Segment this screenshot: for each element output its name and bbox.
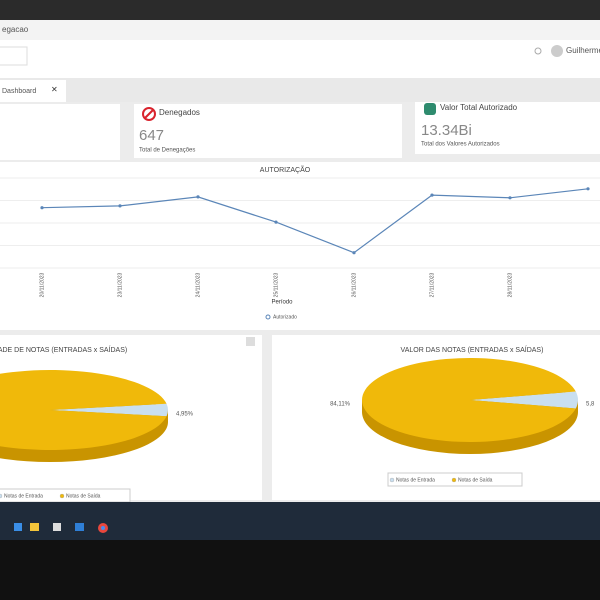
legend-label: Notas de Saída (458, 477, 493, 483)
money-icon (424, 103, 436, 115)
chart-title: VALOR DAS NOTAS (ENTRADAS x SAÍDAS) (401, 345, 544, 354)
x-tick-label: 27/11/2023 (429, 272, 435, 297)
user-name[interactable]: Guilherme S (566, 46, 600, 55)
export-button[interactable] (246, 337, 255, 346)
card (415, 102, 600, 154)
legend-swatch (59, 493, 65, 499)
tab-close[interactable]: ✕ (51, 85, 58, 94)
point (118, 204, 122, 208)
bezel-bottom (0, 540, 600, 600)
legend-swatch (389, 477, 395, 483)
taskbar-icon (101, 526, 105, 530)
card-caption: Total dos Valores Autorizados (421, 142, 500, 148)
bell-icon[interactable] (534, 47, 542, 55)
pie-slice (470, 391, 578, 409)
x-tick-label: 24/11/2023 (195, 272, 201, 297)
card-value: 647 (139, 127, 164, 144)
legend-label: Notas de Entrada (4, 493, 43, 499)
point (196, 195, 200, 199)
x-axis-title: Período (271, 300, 293, 306)
point (274, 220, 278, 224)
point (352, 251, 356, 255)
bezel-top (0, 0, 600, 20)
x-tick-label: 26/11/2023 (351, 272, 357, 297)
app-name: egacao (2, 25, 29, 34)
tab-bar (0, 78, 600, 102)
title-bar (0, 20, 600, 40)
chart-title: AUTORIZAÇÃO (260, 165, 311, 174)
chart-title: DADE DE NOTAS (ENTRADAS x SAÍDAS) (0, 345, 127, 354)
top-nav (0, 40, 600, 78)
x-tick-label: 20/11/2023 (39, 272, 45, 297)
deny-icon (144, 109, 154, 119)
search-box[interactable] (0, 46, 28, 66)
point (586, 187, 590, 191)
x-tick-label: 28/11/2023 (507, 272, 513, 297)
point (40, 206, 44, 210)
card-title: Valor Total Autorizado (440, 103, 518, 112)
card-value: 13.34Bi (421, 122, 472, 139)
card-title: Denegados (159, 108, 200, 117)
avatar[interactable] (551, 45, 563, 57)
pie-slice (362, 358, 576, 442)
pie-slice (0, 370, 167, 450)
card (134, 104, 402, 158)
legend-label: Notas de Saída (66, 493, 101, 499)
legend-label: Autorizado (273, 314, 297, 320)
tab[interactable] (0, 80, 66, 102)
x-tick-label: 23/11/2023 (117, 272, 123, 297)
taskbar-icon[interactable] (30, 523, 39, 531)
pie-slice (50, 403, 168, 417)
data-label: 5,8 (586, 402, 595, 408)
taskbar-icon[interactable] (53, 523, 61, 531)
point (508, 196, 512, 200)
legend-label: Notas de Entrada (396, 477, 435, 483)
card-caption: Total de Denegações (139, 148, 195, 154)
taskbar-icon[interactable] (14, 523, 22, 531)
point (430, 193, 434, 197)
line-series (41, 188, 589, 254)
taskbar (0, 502, 600, 540)
data-label: 4,95% (176, 412, 194, 418)
legend-swatch (265, 314, 271, 320)
legend-swatch (451, 477, 457, 483)
taskbar-icon[interactable] (75, 523, 84, 531)
legend-swatch (0, 493, 3, 499)
data-label: 84,11% (330, 402, 351, 408)
x-tick-label: 25/11/2023 (273, 272, 279, 297)
card (0, 104, 120, 160)
tab-label[interactable]: Dashboard (2, 88, 36, 95)
